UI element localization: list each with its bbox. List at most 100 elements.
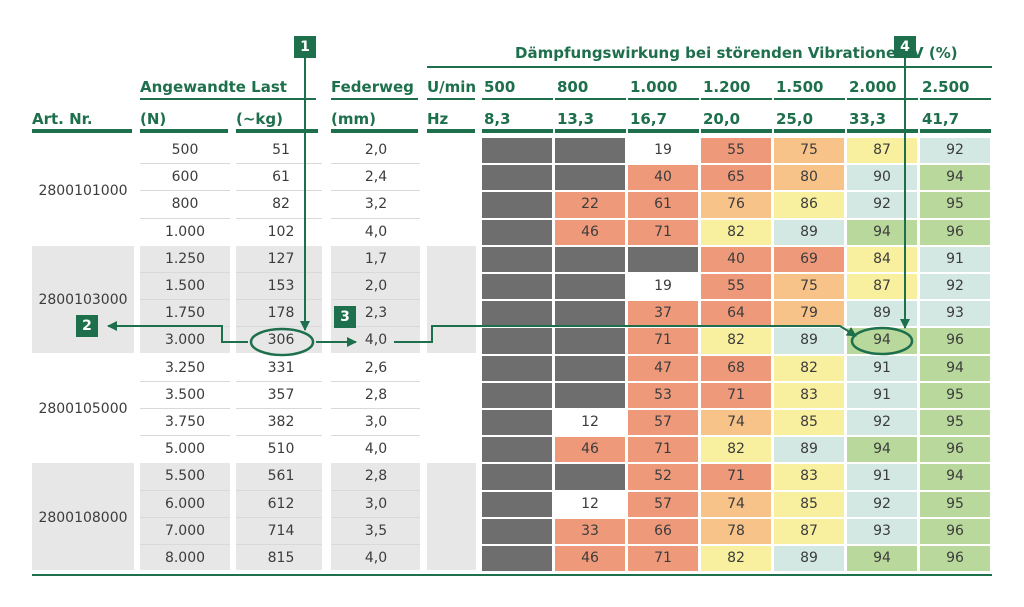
damping-value: 86: [800, 196, 818, 213]
header-rule: [847, 98, 918, 100]
damping-value: 40: [654, 169, 672, 186]
damping-cell-bg: [482, 328, 552, 354]
load-newton: 5.000: [164, 441, 206, 458]
header-rule-thick: [140, 129, 228, 133]
damping-cell-bg: [482, 464, 552, 490]
damping-effect-title: Dämpfungswirkung bei störenden Vibration…: [515, 44, 958, 62]
hz-value: 33,3: [849, 110, 887, 128]
damping-cell-bg: [701, 192, 771, 218]
damping-cell-bg: [701, 246, 771, 272]
damping-value: 64: [727, 305, 745, 322]
damping-value: 92: [873, 414, 891, 430]
damping-cell-bg: [628, 219, 698, 245]
spring-travel-header: Federweg: [331, 78, 414, 96]
damping-value: 33: [581, 522, 599, 539]
damping-cell-bg: [555, 437, 625, 463]
load-newton: 3.000: [164, 332, 206, 349]
damping-value: 87: [873, 142, 891, 158]
group-shade: [140, 463, 230, 571]
spring-travel-mm: 3,0: [364, 495, 388, 512]
damping-cell-bg: [555, 165, 625, 191]
damping-cell-bg: [628, 410, 698, 436]
damping-value: 46: [581, 441, 599, 458]
hz-value: 25,0: [776, 110, 814, 128]
damping-cell-bg: [920, 546, 990, 572]
damping-cell-bg: [482, 491, 552, 517]
damping-value: 19: [654, 278, 672, 294]
spring-travel-mm: 3,5: [364, 522, 388, 539]
damping-cell-bg: [701, 355, 771, 381]
damping-value: 12: [581, 414, 599, 430]
damping-cell-bg: [847, 382, 917, 408]
damping-value: 91: [873, 468, 891, 485]
damping-value: 61: [654, 196, 672, 213]
header-rule: [774, 98, 845, 100]
damping-cell-bg: [847, 437, 917, 463]
damping-cell-bg: [628, 382, 698, 408]
header-rule: [427, 98, 475, 100]
header-rule-thick: [482, 129, 553, 133]
load-newton: 3.750: [164, 414, 206, 430]
row-separator: [331, 190, 420, 192]
rpm-value: 1.500: [776, 78, 824, 96]
hz-value: 41,7: [922, 110, 960, 128]
damping-value: 75: [800, 142, 818, 158]
spring-travel-mm: 3,0: [364, 414, 388, 430]
damping-value: 71: [727, 468, 745, 485]
damping-value: 84: [873, 250, 891, 267]
damping-value: 95: [946, 495, 964, 512]
damping-cell-bg: [555, 246, 625, 272]
row-separator: [236, 408, 322, 409]
header-rule-thick: [920, 129, 991, 133]
damping-value: 94: [946, 468, 964, 485]
row-separator: [331, 489, 420, 491]
damping-cell-bg: [920, 138, 990, 164]
damping-cell-bg: [701, 165, 771, 191]
damping-value: 85: [800, 414, 818, 430]
rpm-value: 2.000: [849, 78, 897, 96]
load-kg: 102: [267, 223, 295, 240]
damping-cell-bg: [555, 328, 625, 354]
row-separator: [236, 326, 322, 328]
damping-value: 87: [800, 522, 818, 539]
highlight-ellipse-94: [850, 326, 914, 356]
damping-cell-bg: [628, 138, 698, 164]
row-separator: [140, 217, 230, 219]
damping-value: 12: [581, 495, 599, 512]
damping-cell-bg: [482, 382, 552, 408]
damping-cell-bg: [482, 546, 552, 572]
damping-value: 90: [873, 169, 891, 186]
group-shade: [427, 245, 476, 353]
load-newton: 3.500: [164, 386, 206, 403]
damping-value: 78: [727, 522, 745, 539]
damping-cell-bg: [774, 274, 844, 300]
spring-travel-mm: 2,0: [364, 278, 388, 294]
damping-value: 82: [727, 441, 745, 458]
header-rule: [701, 98, 772, 100]
damping-cell-bg: [920, 491, 990, 517]
arrow-3b: [394, 325, 857, 343]
art-nr-header: Art. Nr.: [32, 110, 93, 128]
spring-travel-mm: 4,0: [364, 441, 388, 458]
spring-travel-mm: 4,0: [364, 332, 388, 349]
row-separator: [236, 272, 322, 273]
damping-cell-bg: [628, 464, 698, 490]
damping-cell-bg: [482, 165, 552, 191]
damping-cell-bg: [482, 246, 552, 272]
row-separator: [236, 544, 322, 545]
load-newton: 1.750: [164, 305, 206, 322]
damping-cell-bg: [920, 355, 990, 381]
damping-value: 95: [946, 196, 964, 213]
group-shade: [236, 463, 322, 571]
damping-value: 37: [654, 305, 672, 322]
header-rule-thick: [628, 129, 699, 133]
damping-value: 71: [654, 441, 672, 458]
damping-cell-bg: [482, 437, 552, 463]
damping-value: 91: [873, 386, 891, 403]
damping-value: 92: [873, 495, 891, 512]
row-separator: [236, 435, 322, 437]
badge-4: 4: [894, 36, 916, 58]
damping-value: 75: [800, 278, 818, 294]
damping-cell-bg: [628, 437, 698, 463]
